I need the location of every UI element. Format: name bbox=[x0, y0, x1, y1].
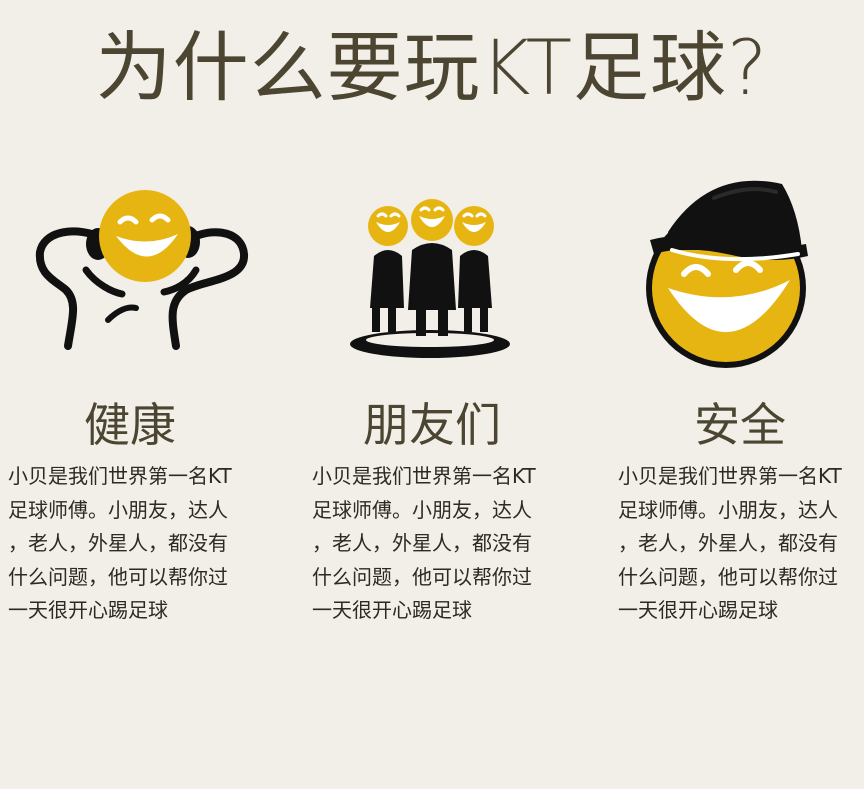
feature-heading: 朋友们 bbox=[363, 398, 501, 452]
feature-heading: 健康 bbox=[84, 398, 176, 452]
feature-description: 小贝是我们世界第一名KT 足球师傅。小朋友，达人 ，老人，外星人，都没有 什么问… bbox=[312, 464, 536, 623]
strong-smiley-icon bbox=[35, 190, 248, 350]
feature-heading: 安全 bbox=[694, 398, 786, 452]
feature-description: 小贝是我们世界第一名KT 足球师傅。小朋友，达人 ，老人，外星人，都没有 什么问… bbox=[8, 464, 232, 623]
feature-description: 小贝是我们世界第一名KT 足球师傅。小朋友，达人 ，老人，外星人，都没有 什么问… bbox=[618, 464, 842, 623]
friends-group-icon bbox=[350, 199, 510, 358]
helmet-smiley-icon bbox=[646, 180, 808, 368]
page-title: 为什么要玩KT足球? bbox=[95, 23, 769, 112]
